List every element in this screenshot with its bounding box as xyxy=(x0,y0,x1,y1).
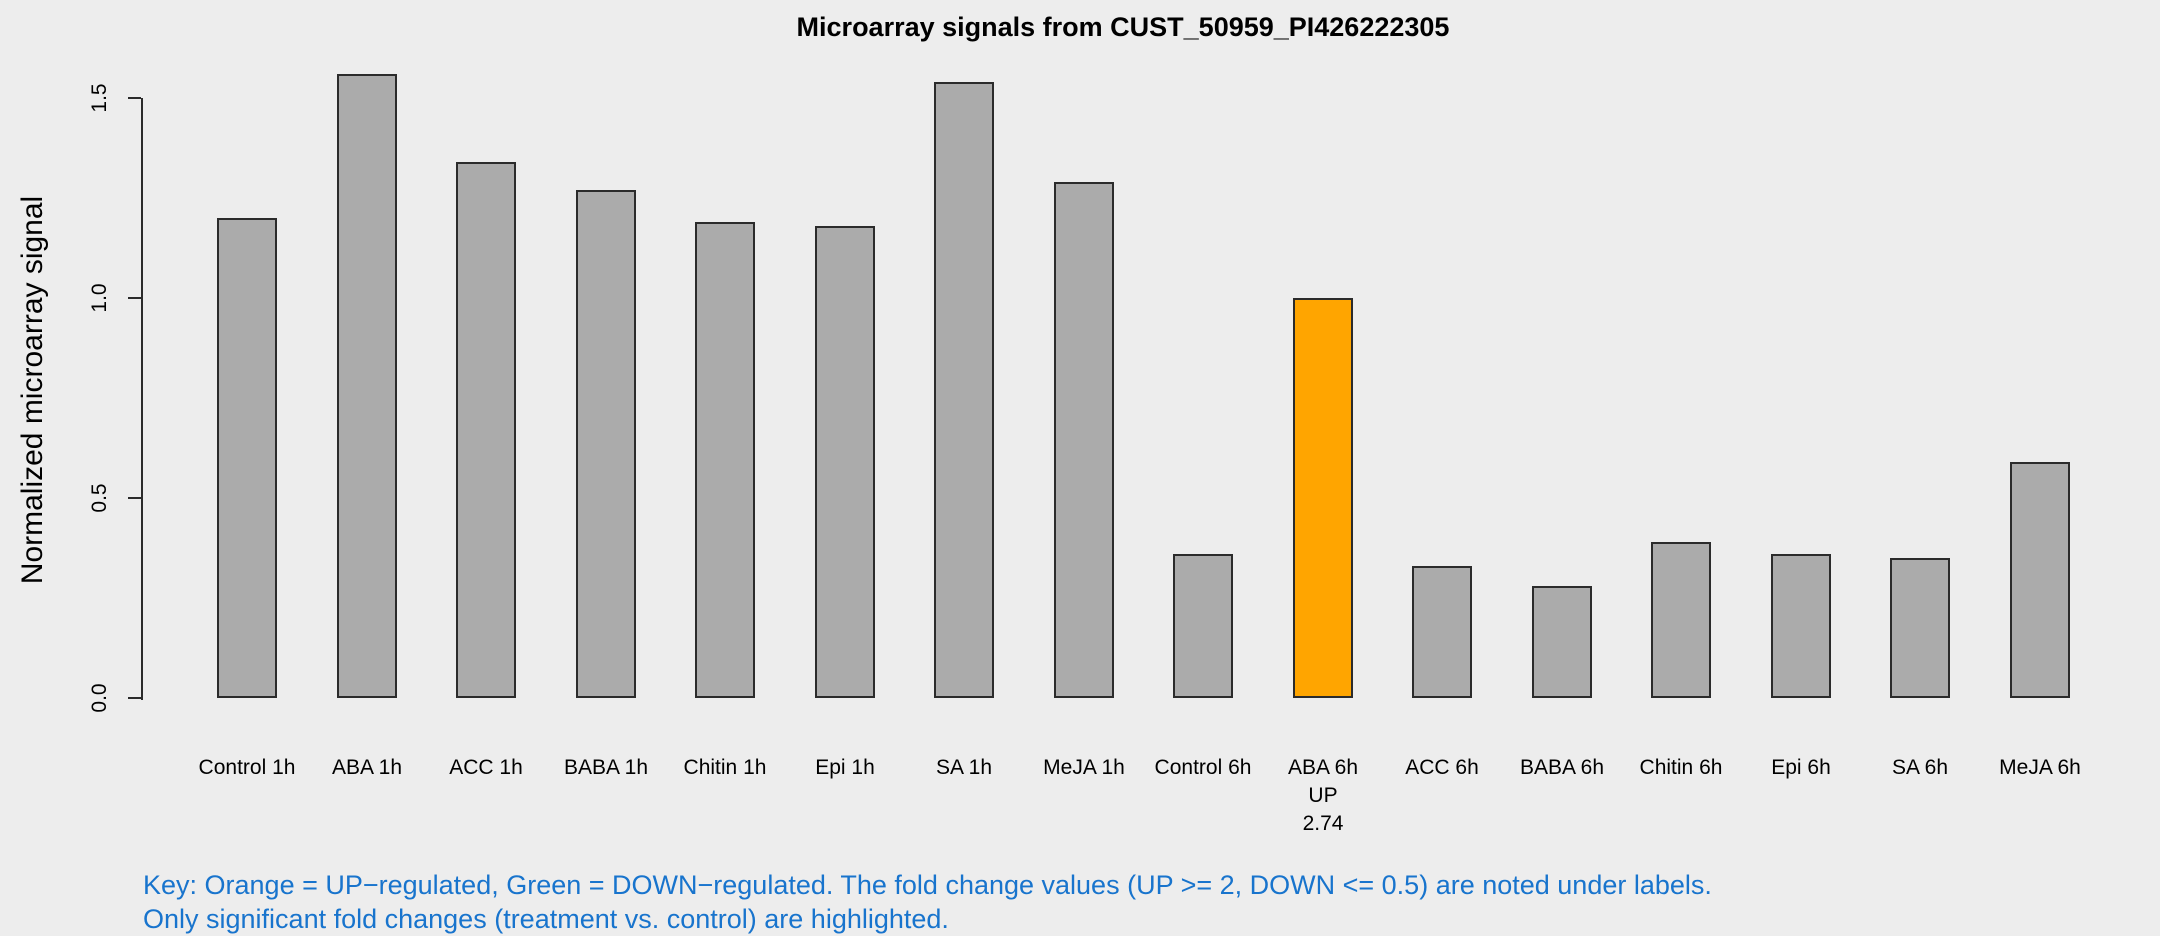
bar-chitin-6h xyxy=(1651,542,1711,698)
x-axis-label-text: Chitin 1h xyxy=(683,756,767,779)
x-axis-label: ABA 1h xyxy=(297,754,437,782)
y-axis-tick xyxy=(128,97,141,99)
x-axis-label: Control 1h xyxy=(177,754,317,782)
x-axis-label-text: MeJA 1h xyxy=(1043,756,1125,779)
x-axis-label-text: ABA 6h xyxy=(1287,756,1359,779)
bar-sa-6h xyxy=(1890,558,1950,698)
x-axis-label-text: ABA 1h xyxy=(331,756,403,779)
x-axis-label: ABA 6h UP 2.74 xyxy=(1253,754,1393,838)
key-line-2: Only significant fold changes (treatment… xyxy=(143,904,949,934)
x-axis-label-text: SA 6h xyxy=(1891,756,1949,779)
x-axis-label-text: Chitin 6h xyxy=(1639,756,1723,779)
x-axis-label-text: MeJA 6h xyxy=(1999,756,2081,779)
bar-aba-1h xyxy=(337,74,397,698)
bar-control-1h xyxy=(217,218,277,698)
bar-epi-6h xyxy=(1771,554,1831,698)
x-axis-label-text: Control 6h xyxy=(1154,756,1252,779)
bar-baba-1h xyxy=(576,190,636,698)
y-axis-line xyxy=(141,98,143,700)
x-axis-label: Chitin 1h xyxy=(655,754,795,782)
fold-change-direction: UP xyxy=(1308,784,1338,807)
bar-acc-6h xyxy=(1412,566,1472,698)
x-axis-label: MeJA 6h xyxy=(1970,754,2110,782)
bar-meja-6h xyxy=(2010,462,2070,698)
x-axis-label: BABA 1h xyxy=(536,754,676,782)
x-axis-label-text: Control 1h xyxy=(198,756,296,779)
x-axis-label-text: ACC 1h xyxy=(449,756,523,779)
x-axis-label: MeJA 1h xyxy=(1014,754,1154,782)
x-axis-label-text: Epi 6h xyxy=(1771,756,1831,779)
bar-chitin-1h xyxy=(695,222,755,698)
y-axis-tick xyxy=(128,297,141,299)
x-axis-label: ACC 6h xyxy=(1372,754,1512,782)
y-axis-title-text: Normalized microarray signal xyxy=(16,195,49,585)
y-axis-tick-label-text: 0.0 xyxy=(88,683,111,713)
chart-key: Key: Orange = UP−regulated, Green = DOWN… xyxy=(143,868,1712,936)
x-axis-label: SA 6h xyxy=(1850,754,1990,782)
x-axis-label-text: Epi 1h xyxy=(815,756,875,779)
bar-meja-1h xyxy=(1054,182,1114,698)
x-axis-label: BABA 6h xyxy=(1492,754,1632,782)
y-axis-tick-label-text: 1.5 xyxy=(88,83,111,113)
x-axis-label-text: BABA 1h xyxy=(563,756,649,779)
x-axis-label: Chitin 6h xyxy=(1611,754,1751,782)
y-axis-tick xyxy=(128,697,141,699)
bar-epi-1h xyxy=(815,226,875,698)
bar-acc-1h xyxy=(456,162,516,698)
bar-aba-6h xyxy=(1293,298,1353,698)
x-axis-label: Epi 6h xyxy=(1731,754,1871,782)
y-axis-tick xyxy=(128,497,141,499)
x-axis-label: Epi 1h xyxy=(775,754,915,782)
x-axis-label: Control 6h xyxy=(1133,754,1273,782)
chart-title: Microarray signals from CUST_50959_PI426… xyxy=(796,12,1450,42)
y-axis-tick-label-text: 0.5 xyxy=(88,483,111,513)
fold-change-value: 2.74 xyxy=(1302,812,1344,835)
x-axis-label-text: SA 1h xyxy=(935,756,993,779)
bar-sa-1h xyxy=(934,82,994,698)
bar-control-6h xyxy=(1173,554,1233,698)
key-line-1: Key: Orange = UP−regulated, Green = DOWN… xyxy=(143,870,1712,900)
x-axis-label-text: ACC 6h xyxy=(1405,756,1479,779)
x-axis-label: SA 1h xyxy=(894,754,1034,782)
x-axis-label: ACC 1h xyxy=(416,754,556,782)
x-axis-label-text: BABA 6h xyxy=(1519,756,1605,779)
y-axis-tick-label-text: 1.0 xyxy=(88,283,111,313)
bar-baba-6h xyxy=(1532,586,1592,698)
